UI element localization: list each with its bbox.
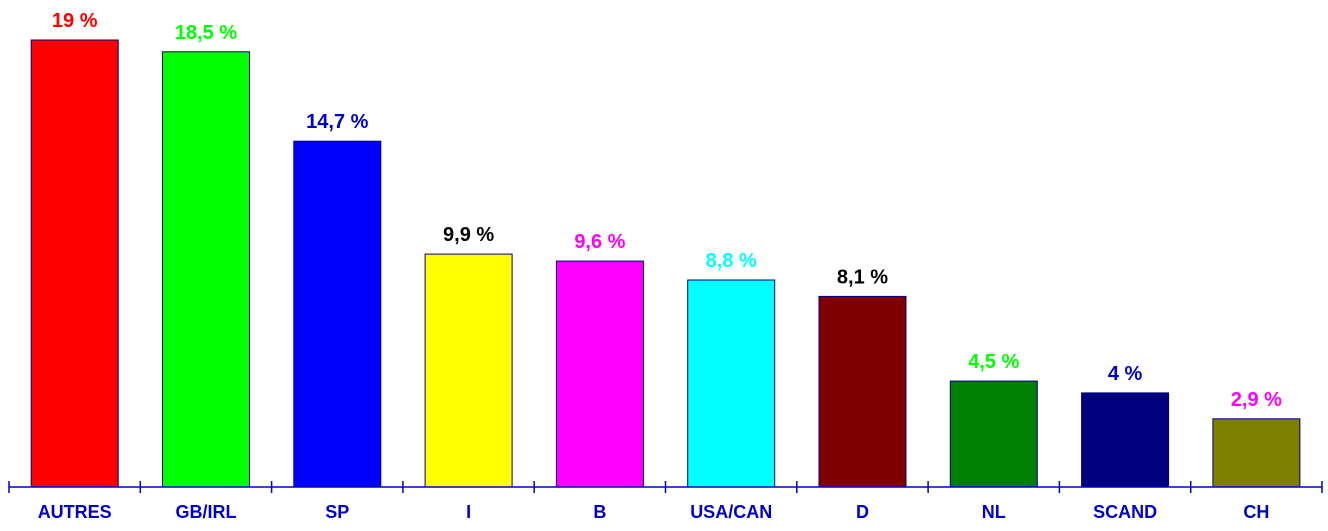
bar-nl <box>949 380 1038 488</box>
value-label-b: 9,6 % <box>574 231 625 253</box>
value-label-i: 9,9 % <box>443 224 494 246</box>
bar-d <box>818 295 907 488</box>
category-label-i: I <box>466 502 471 522</box>
value-label-gb-irl: 18,5 % <box>175 22 237 44</box>
x-tick-labels: AUTRES GB/IRL SP I B USA/CAN D NL SCAND CH <box>38 502 1270 522</box>
category-label-b: B <box>593 502 606 522</box>
value-labels-layer: 19 % 18,5 % 14,7 % 9,9 % 9,6 % 8,8 % 8,1 % 4,5 … <box>52 10 1282 411</box>
category-label-gb-irl: GB/IRL <box>176 502 237 522</box>
value-label-d: 8,1 % <box>837 266 888 288</box>
value-label-sp: 14,7 % <box>306 111 368 133</box>
value-label-usa-can: 8,8 % <box>706 250 757 272</box>
bar-scand <box>1081 392 1170 488</box>
category-label-d: D <box>856 502 869 522</box>
value-label-scand: 4 % <box>1108 363 1143 385</box>
bars-layer <box>30 39 1301 488</box>
x-axis <box>8 481 1323 493</box>
category-label-scand: SCAND <box>1093 502 1157 522</box>
category-label-sp: SP <box>325 502 349 522</box>
category-label-nl: NL <box>982 502 1006 522</box>
value-label-autres: 19 % <box>52 10 98 32</box>
bar-usa-can <box>687 279 776 488</box>
category-label-usa-can: USA/CAN <box>690 502 772 522</box>
bar-ch <box>1212 418 1301 488</box>
category-label-autres: AUTRES <box>38 502 112 522</box>
value-label-nl: 4,5 % <box>968 351 1019 373</box>
bar-i <box>424 253 513 488</box>
category-label-ch: CH <box>1243 502 1269 522</box>
value-label-ch: 2,9 % <box>1231 389 1282 411</box>
bar-b <box>555 260 644 488</box>
bar-gb-irl <box>162 51 250 488</box>
bar-autres <box>30 39 119 488</box>
bar-sp <box>293 140 382 488</box>
